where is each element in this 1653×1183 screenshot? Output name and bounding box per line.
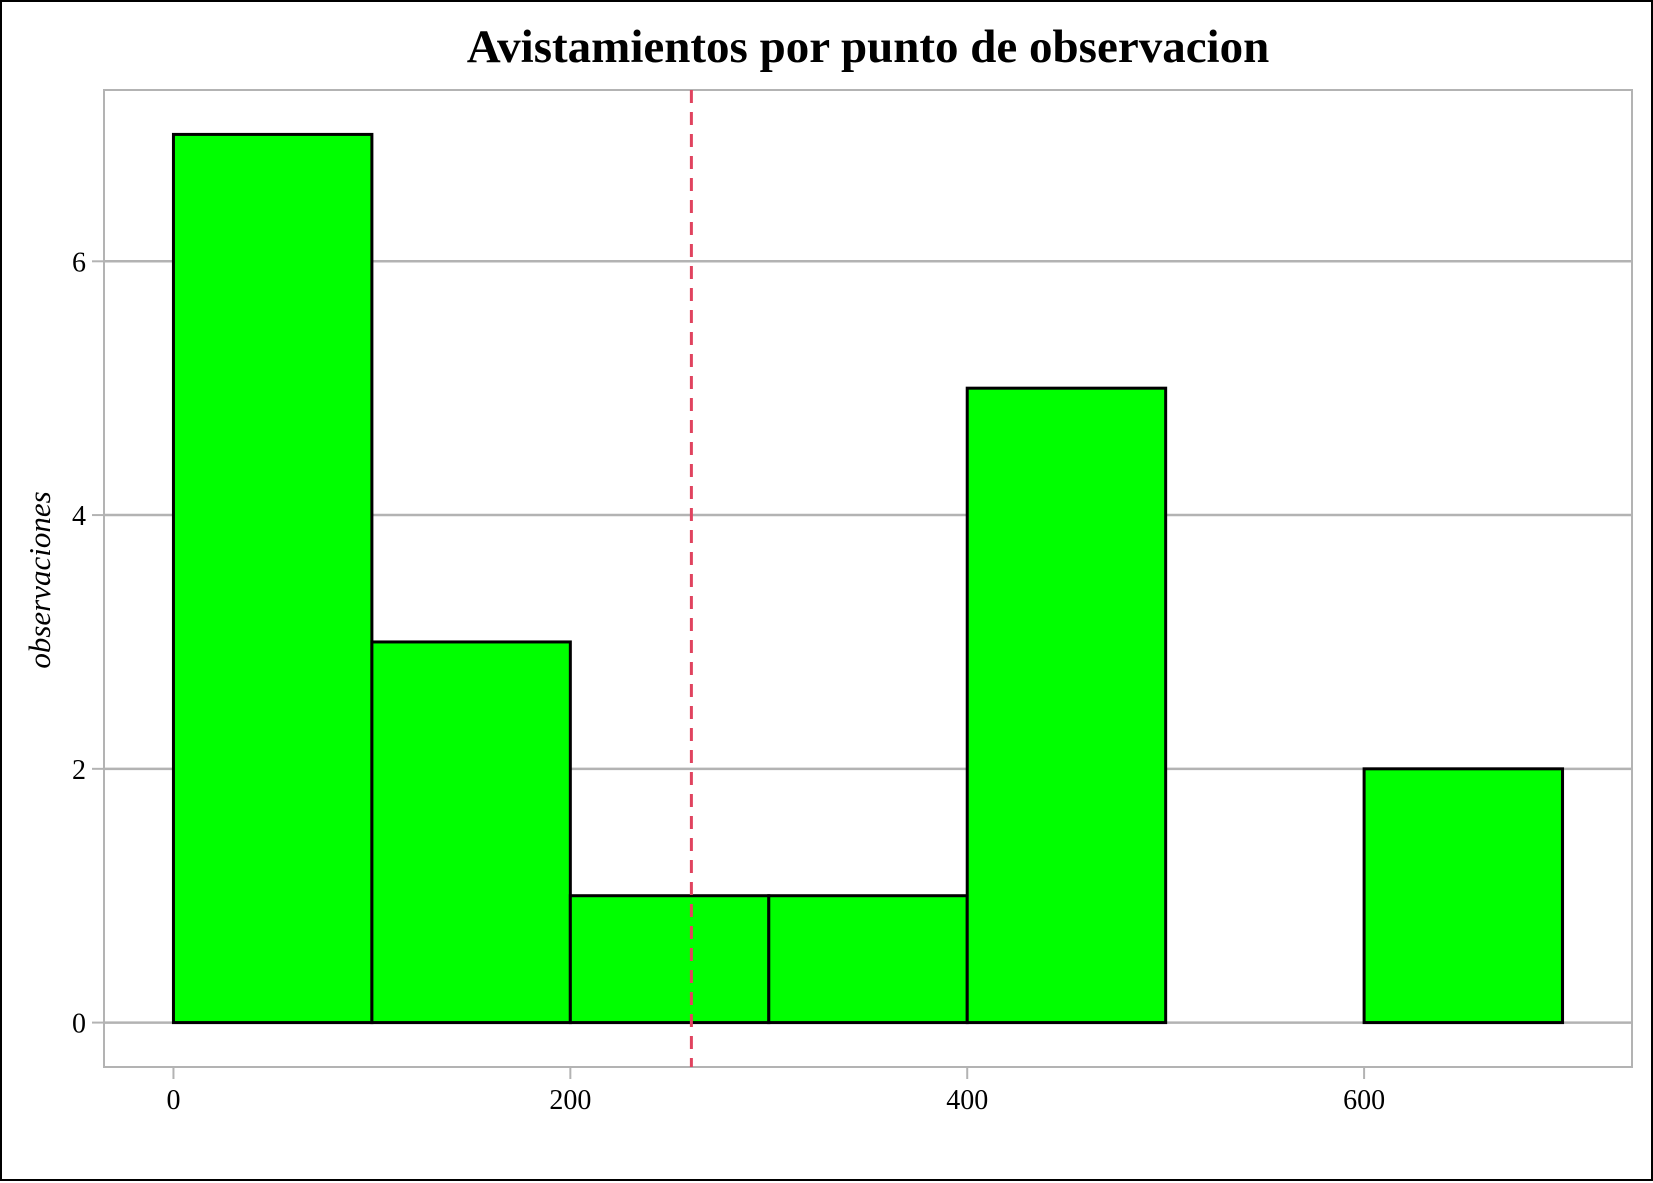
histogram-bar-7 [1362, 767, 1565, 1025]
y-tick-label-6: 6 [72, 247, 86, 278]
x-tick-label-200: 200 [549, 1085, 591, 1116]
x-tick-label-600: 600 [1343, 1085, 1385, 1116]
histogram-bar-4 [767, 894, 969, 1025]
y-tick-label-4: 4 [72, 501, 86, 532]
y-tick-label-0: 0 [72, 1009, 86, 1040]
y-axis-ticks: 0 2 4 6 [72, 247, 104, 1040]
plot-panel [103, 89, 1633, 1068]
x-axis-ticks: 0 200 400 600 [166, 1067, 1385, 1116]
chart-title: Avistamientos por punto de observacion [467, 21, 1270, 73]
y-axis-label: observaciones [22, 491, 57, 668]
y-tick-label-2: 2 [72, 755, 86, 786]
x-tick-label-400: 400 [946, 1085, 988, 1116]
histogram-bar-5 [965, 386, 1168, 1025]
histogram-bar-3 [568, 894, 771, 1025]
histogram-bar-1 [171, 132, 374, 1025]
histogram-bars [171, 132, 1565, 1025]
histogram-bar-2 [370, 640, 572, 1025]
x-tick-label-0: 0 [166, 1085, 180, 1116]
